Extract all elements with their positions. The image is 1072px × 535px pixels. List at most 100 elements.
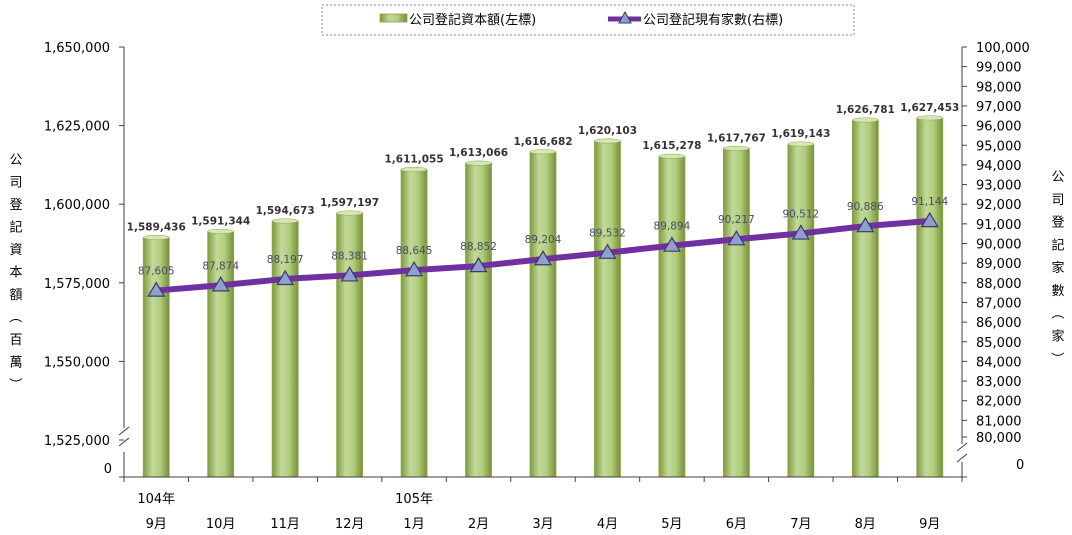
axis-title-glyph: ） [1049, 352, 1064, 365]
right-tick-label: 95,000 [976, 139, 1022, 154]
x-tick-label: 5月 [661, 517, 682, 532]
right-tick-label: 93,000 [976, 179, 1022, 194]
right-zero-label: 0 [1016, 458, 1024, 473]
bar-label-7: 1,620,103 [578, 125, 637, 137]
line-marker-3 [340, 266, 359, 282]
x-tick-label: 8月 [855, 517, 876, 532]
axis-title-glyph: 資 [9, 243, 22, 258]
line-label-7: 89,532 [589, 228, 626, 240]
bar-top-4 [400, 166, 428, 172]
bar-label-11: 1,626,781 [836, 104, 895, 116]
line-label-1: 87,874 [202, 260, 239, 272]
bar-top-11 [852, 117, 879, 123]
right-tick-label: 83,000 [976, 375, 1022, 390]
axis-title-glyph: 公 [1051, 170, 1064, 185]
axis-title-glyph: 記 [1051, 237, 1064, 253]
bar-top-8 [658, 153, 686, 159]
left-tick-label: 1,525,000 [44, 434, 110, 449]
bar-label-2: 1,594,673 [256, 205, 315, 217]
x-tick-label: 6月 [726, 517, 747, 532]
line-label-4: 88,645 [396, 245, 433, 257]
bar-9 [722, 147, 750, 478]
bar-top-2 [271, 218, 299, 224]
bar-label-8: 1,615,278 [642, 140, 701, 152]
line-marker-1 [211, 276, 230, 292]
bar-top-12 [916, 115, 944, 121]
bar-11 [851, 119, 879, 478]
bar-8 [658, 155, 686, 478]
right-tick-label: 97,000 [976, 100, 1022, 115]
line-marker-12 [920, 211, 939, 228]
right-tick-label: 89,000 [976, 257, 1022, 272]
right-tick-label: 92,000 [976, 198, 1022, 213]
x-tick-label: 9月 [919, 517, 940, 532]
right-tick-label: 86,000 [976, 316, 1022, 331]
axis-title-glyph: 公 [9, 153, 22, 168]
bar-label-6: 1,616,682 [513, 136, 572, 148]
bar-label-12: 1,627,453 [900, 102, 959, 114]
year-label: 105年 [395, 492, 433, 507]
right-tick-label: 96,000 [976, 120, 1022, 135]
bar-label-4: 1,611,055 [385, 153, 444, 165]
bar-1 [207, 231, 235, 478]
right-tick-label: 94,000 [976, 159, 1022, 174]
right-tick-label: 98,000 [976, 80, 1022, 95]
legend: 公司登記資本額(左標) 公司登記現有家數(右標) [321, 4, 855, 36]
bar-label-3: 1,597,197 [320, 197, 379, 209]
line-marker-4 [405, 260, 424, 277]
line-marker-2 [276, 269, 295, 286]
line-label-6: 89,204 [525, 234, 562, 246]
line-marker-0 [147, 281, 166, 297]
legend-line-marker [618, 10, 632, 24]
line-label-3: 88,381 [331, 250, 368, 262]
right-tick-label: 82,000 [976, 395, 1022, 410]
axis-title-glyph: ） [7, 377, 22, 390]
bar-top-0 [142, 234, 170, 240]
axis-title-glyph: 登 [9, 198, 22, 213]
legend-bar-swatch [379, 13, 408, 23]
axis-title-glyph: 記 [9, 220, 22, 236]
legend-bar-label: 公司登記資本額(左標) [409, 12, 536, 28]
right-axis-break [956, 442, 968, 463]
x-tick-label: 10月 [206, 517, 236, 532]
bar-top-10 [787, 141, 815, 147]
axis-title-glyph: （ [7, 310, 22, 323]
line-marker-10 [791, 224, 810, 240]
bar-7 [594, 140, 621, 478]
x-tick-label: 4月 [597, 517, 618, 532]
axis-title-glyph: 萬 [9, 356, 22, 371]
x-tick-label: 11月 [270, 517, 300, 532]
bar-top-3 [336, 210, 363, 216]
axis-title-glyph: 額 [9, 288, 22, 303]
right-tick-label: 90,000 [976, 238, 1022, 253]
axis-title-glyph: 家 [1051, 329, 1064, 345]
line-label-8: 89,894 [654, 221, 691, 233]
bar-6 [529, 151, 557, 478]
bar-top-7 [594, 138, 621, 144]
right-tick-label: 87,000 [976, 296, 1022, 311]
left-tick-label: 1,625,000 [44, 120, 110, 135]
bar-3 [336, 212, 364, 478]
bar-top-1 [207, 228, 234, 234]
data-labels: 1,589,436 1,591,344 1,594,673 1,597,197 1,61… [127, 102, 960, 278]
right-tick-label: 99,000 [976, 61, 1022, 76]
line-label-11: 90,886 [847, 201, 884, 213]
bar-label-1: 1,591,344 [191, 215, 250, 227]
bar-top-5 [465, 160, 492, 166]
axis-title-glyph: 司 [9, 176, 22, 191]
line-label-9: 90,217 [718, 214, 755, 226]
axis-title-glyph: 登 [1051, 216, 1064, 231]
bar-label-0: 1,589,436 [127, 221, 186, 233]
right-tick-label: 91,000 [976, 218, 1022, 233]
bar-series [142, 115, 944, 478]
bar-2 [271, 220, 299, 478]
axis-title-glyph: 本 [9, 266, 22, 281]
right-tick-label: 85,000 [976, 336, 1022, 351]
x-tick-label: 3月 [532, 517, 553, 532]
bar-10 [787, 143, 815, 478]
bar-top-9 [723, 145, 750, 151]
line-label-10: 90,512 [782, 208, 819, 220]
bar-label-9: 1,617,767 [707, 132, 766, 144]
